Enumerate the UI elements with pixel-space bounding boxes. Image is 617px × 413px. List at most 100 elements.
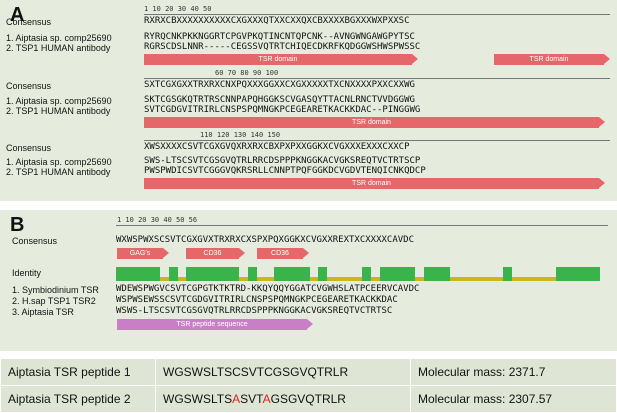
identity-bar <box>485 276 495 281</box>
identity-bar <box>494 276 504 281</box>
identity-bar <box>397 267 407 281</box>
identity-bar <box>292 267 301 281</box>
tsr-domain-row-1-a: TSR domain <box>144 54 418 65</box>
seq3-b: WSWS-LTSCSVTCGSGVQTRLRRCDSPPPKNGGKACVGKS… <box>116 306 393 316</box>
identity-bar <box>274 267 284 281</box>
seq1-label: 1. Aiptasia sp. comp25690 <box>6 157 112 167</box>
cd36-annotation-2: CD36 <box>257 248 309 259</box>
identity-bar <box>151 267 160 281</box>
seq2-label: 2. TSP1 HUMAN antibody <box>6 43 111 53</box>
identity-bar <box>344 276 354 281</box>
identity-bar <box>230 267 240 281</box>
identity-bar <box>582 267 592 281</box>
identity-bar <box>388 267 398 281</box>
seq1-label-b: 1. Symbiodinium TSR <box>12 285 99 295</box>
ruler-line <box>144 78 610 79</box>
identity-bar <box>503 267 512 281</box>
peptide-sequence: WGSWSLTSASVTAGSGVQTRLR <box>155 385 411 413</box>
seq1-label: 1. Aiptasia sp. comp25690 <box>6 33 112 43</box>
seq2-label: 2. TSP1 HUMAN antibody <box>6 167 111 177</box>
table-row: Aiptasia TSR peptide 1 WGSWSLTSCSVTCGSGV… <box>0 358 617 386</box>
seq1-row-2: SKTCGSGKQTRTRSCNNPAPQHGGKSCVGASQYTTACNLR… <box>144 95 415 105</box>
identity-bar <box>327 276 336 281</box>
identity-bar <box>265 276 275 281</box>
identity-bar <box>459 276 468 281</box>
sequence-part: WGSWSLTS <box>163 392 233 406</box>
identity-bar <box>441 267 451 281</box>
identity-bar <box>248 267 257 281</box>
peptide-sequence: WGSWSLTSCSVTCGSGVQTRLR <box>155 358 411 386</box>
identity-bar <box>177 276 187 281</box>
tsr-domain-row-2: TSR domain <box>144 117 605 128</box>
panel-a-label: A <box>10 4 25 26</box>
identity-bar <box>239 276 248 281</box>
identity-bar <box>283 267 292 281</box>
identity-bar <box>336 276 345 281</box>
identity-bar <box>362 267 372 281</box>
identity-bar <box>468 276 477 281</box>
ruler-row-2: 60 70 80 90 100 <box>215 69 279 77</box>
seq1-b: WDEWSPWGVCSVTCGPGTKTKTRD-KKQYQQYGGATCVGW… <box>116 284 420 294</box>
identity-bar <box>432 267 442 281</box>
mutation-residue: A <box>262 392 271 406</box>
identity-label: Identity <box>12 268 42 278</box>
identity-bar <box>520 276 530 281</box>
identity-bar <box>318 267 328 281</box>
ruler-line <box>144 140 610 141</box>
seq3-label-b: 3. Aiptasia TSR <box>12 307 74 317</box>
identity-bar <box>450 276 460 281</box>
identity-bar <box>133 267 143 281</box>
identity-bar <box>160 276 169 281</box>
sequence-part: GSGVQTRLR <box>270 392 346 406</box>
identity-bar <box>564 267 574 281</box>
ruler-line <box>144 14 610 15</box>
seq2-row-3: PWSPWDICSVTCGGGVQKRSRLLCNNPTPQFGGKDCVGDV… <box>144 166 426 176</box>
peptide-mass: Molecular mass: 2371.7 <box>410 358 617 386</box>
identity-bar <box>556 267 565 281</box>
consensus-label: Consensus <box>12 236 58 246</box>
consensus-sequence-b: WXWSPWXSCSVTCGXGVXTRXRXCXSPXPQXGGKXCVGXX… <box>116 235 415 245</box>
ruler-b: 1 10 20 30 40 50 56 <box>117 216 198 224</box>
peptide-mass: Molecular mass: 2307.57 <box>410 385 617 413</box>
identity-bar <box>186 267 196 281</box>
consensus-label: Consensus <box>6 143 52 153</box>
identity-bar <box>476 276 486 281</box>
seq2-row-1: RGRSCDSLNNR-----CEGSSVQTRTCHIQECDKRFKQDG… <box>144 42 421 52</box>
peptide-name: Aiptasia TSR peptide 1 <box>0 358 156 386</box>
identity-bar <box>547 276 556 281</box>
identity-bar <box>195 267 204 281</box>
identity-bar <box>142 267 152 281</box>
peptide-table: Aiptasia TSR peptide 1 WGSWSLTSCSVTCGSGV… <box>0 358 617 413</box>
consensus-sequence-row-1: RXRXCBXXXXXXXXXXCXGXXXQTXXCXXQXCBXXXXBGX… <box>144 16 410 26</box>
cd36-annotation-1: CD36 <box>186 248 245 259</box>
consensus-label: Consensus <box>6 81 52 91</box>
panel-b-label: B <box>10 214 25 236</box>
tsr-domain-row-3: TSR domain <box>144 178 605 189</box>
gags-annotation: GAG's <box>117 248 169 259</box>
peptide-name: Aiptasia TSR peptide 2 <box>0 385 156 413</box>
identity-bar <box>124 267 134 281</box>
mutation-residue: A <box>232 392 241 406</box>
sequence-part: SVT <box>240 392 263 406</box>
identity-bar <box>221 267 231 281</box>
panel-a: A 1 10 20 30 40 50 Consensus RXRXCBXXXXX… <box>0 0 617 201</box>
identity-bar <box>168 267 178 281</box>
identity-bar <box>204 267 213 281</box>
seq1-row-1: RYRQCNKPKKNGGRTCPGVPKQTINCNTQPCNK--AVNGW… <box>144 32 415 42</box>
identity-bar <box>538 276 548 281</box>
seq1-label: 1. Aiptasia sp. comp25690 <box>6 96 112 106</box>
tsr-peptide-sequence-domain: TSR peptide sequence <box>117 319 313 330</box>
identity-bar <box>300 267 310 281</box>
identity-bar <box>591 267 600 281</box>
seq2-label-b: 2. H.sap TSP1 TSR2 <box>12 296 96 306</box>
panel-a-card: 1 10 20 30 40 50 Consensus RXRXCBXXXXXXX… <box>0 0 617 201</box>
ruler-row-3: 110 120 130 140 150 <box>200 131 281 139</box>
seq2-row-2: SVTCGDGVITRIRLCNSPSPQMNGKPCEGEARETKACKKD… <box>144 105 421 115</box>
identity-bar <box>415 276 424 281</box>
consensus-sequence-row-3: XWSXXXXCSVTCGXGVQXRXRXCBXPXPXXGGKXCVGXXX… <box>144 142 410 152</box>
identity-bar <box>353 276 363 281</box>
identity-bar <box>424 267 433 281</box>
consensus-label: Consensus <box>6 17 52 27</box>
tsr-domain-row-1-b: TSR domain <box>494 54 610 65</box>
identity-bar <box>573 267 583 281</box>
